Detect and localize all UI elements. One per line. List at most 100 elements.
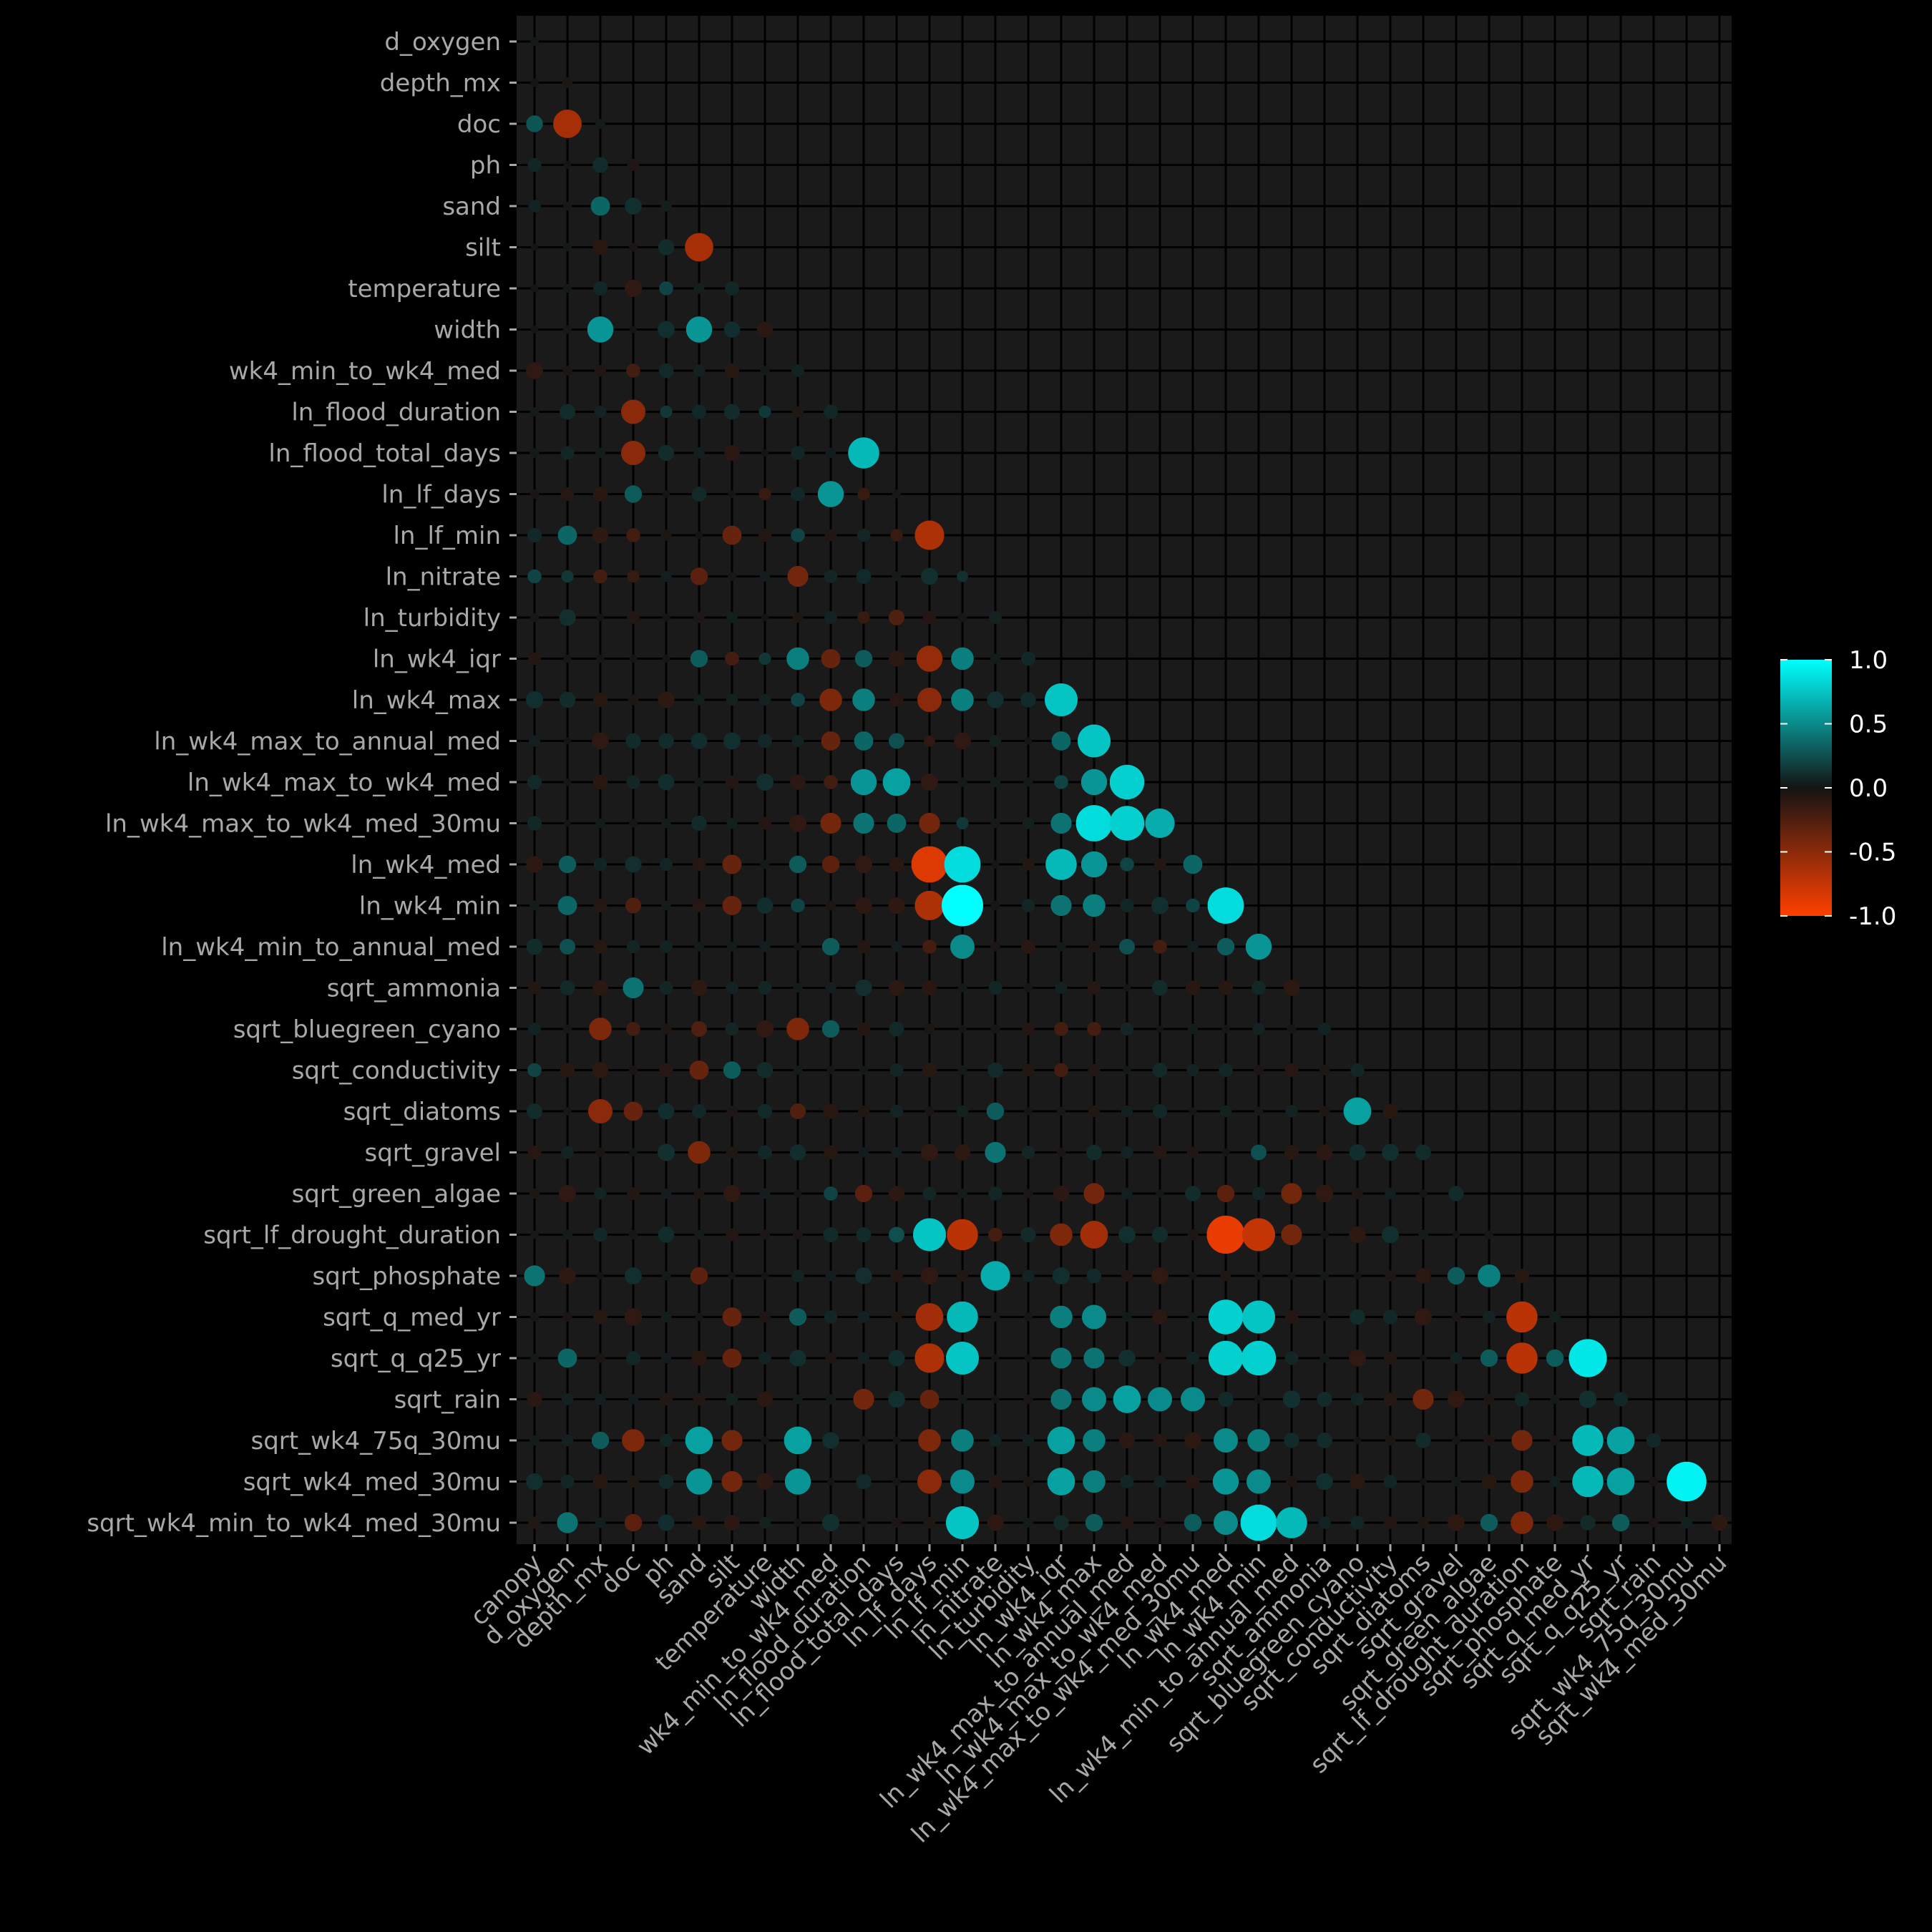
- correlation-bubble-faint: [563, 202, 572, 210]
- correlation-bubble-faint: [559, 1185, 576, 1202]
- correlation-bubble-faint: [891, 1312, 902, 1322]
- correlation-bubble-faint: [1252, 980, 1266, 995]
- y-tick-label: sqrt_ammonia: [327, 975, 501, 1003]
- correlation-bubble-faint: [1515, 1392, 1530, 1407]
- correlation-bubble: [1511, 1470, 1533, 1493]
- correlation-bubble-faint: [592, 157, 608, 173]
- correlation-bubble-faint: [1284, 1063, 1299, 1078]
- correlation-bubble-faint: [1187, 941, 1199, 952]
- correlation-bubble-faint: [659, 1063, 673, 1078]
- correlation-bubble-faint: [1514, 1268, 1530, 1284]
- correlation-bubble: [527, 1063, 542, 1078]
- correlation-bubble: [1087, 1022, 1101, 1036]
- correlation-bubble-faint: [1483, 1394, 1495, 1405]
- correlation-bubble: [1506, 1342, 1538, 1374]
- correlation-bubble-faint: [595, 1393, 606, 1405]
- correlation-bubble: [625, 897, 641, 914]
- correlation-bubble: [1214, 1511, 1238, 1535]
- correlation-bubble: [789, 855, 807, 874]
- correlation-bubble-faint: [761, 449, 769, 457]
- correlation-bubble-faint: [1318, 1023, 1331, 1035]
- correlation-bubble: [624, 1513, 643, 1532]
- correlation-bubble-faint: [857, 528, 871, 542]
- correlation-bubble-faint: [756, 897, 774, 914]
- y-tick-label: depth_mx: [380, 69, 501, 98]
- correlation-bubble-faint: [758, 1145, 772, 1160]
- correlation-bubble-faint: [627, 611, 640, 624]
- correlation-bubble-faint: [956, 1105, 969, 1118]
- correlation-bubble: [1546, 1349, 1564, 1367]
- correlation-bubble-faint: [1483, 1310, 1496, 1324]
- correlation-bubble-faint: [1154, 1517, 1166, 1528]
- correlation-bubble: [524, 1265, 545, 1287]
- correlation-bubble-faint: [660, 1188, 672, 1199]
- correlation-bubble-faint: [525, 691, 544, 709]
- correlation-bubble-faint: [824, 1145, 838, 1160]
- correlation-bubble: [685, 1426, 713, 1455]
- correlation-bubble-faint: [562, 366, 572, 376]
- correlation-bubble: [621, 441, 645, 465]
- correlation-bubble: [624, 485, 643, 503]
- correlation-bubble-faint: [658, 774, 675, 791]
- correlation-bubble-faint: [1448, 1186, 1464, 1201]
- correlation-bubble: [621, 399, 645, 424]
- correlation-bubble-faint: [1382, 1226, 1399, 1244]
- correlation-bubble-faint: [1187, 1229, 1199, 1241]
- correlation-bubble-faint: [1118, 1432, 1136, 1449]
- correlation-bubble-faint: [1252, 1023, 1265, 1035]
- correlation-bubble-faint: [626, 775, 640, 789]
- correlation-bubble-faint: [1252, 1186, 1266, 1201]
- correlation-bubble-faint: [1023, 983, 1033, 992]
- correlation-bubble-faint: [1021, 651, 1035, 666]
- correlation-bubble-faint: [824, 570, 838, 583]
- correlation-bubble-faint: [628, 1394, 639, 1405]
- correlation-bubble-faint: [726, 693, 738, 706]
- correlation-bubble-faint: [694, 1229, 704, 1240]
- correlation-bubble-faint: [692, 899, 706, 912]
- correlation-bubble-faint: [560, 1475, 575, 1488]
- correlation-bubble: [854, 731, 874, 751]
- correlation-bubble-faint: [859, 1065, 869, 1075]
- correlation-bubble: [1242, 1218, 1275, 1252]
- y-tick-label: temperature: [348, 275, 501, 303]
- correlation-bubble: [1145, 808, 1175, 839]
- correlation-bubble-faint: [563, 819, 572, 827]
- legend-tick-label: 1.0: [1849, 646, 1888, 675]
- correlation-bubble-faint: [1681, 1517, 1692, 1528]
- correlation-bubble-faint: [527, 527, 542, 543]
- correlation-bubble: [1242, 1300, 1275, 1334]
- correlation-bubble-faint: [922, 1186, 937, 1201]
- correlation-bubble: [1050, 812, 1072, 834]
- correlation-bubble-faint: [858, 1147, 869, 1158]
- correlation-bubble-faint: [957, 1189, 967, 1199]
- correlation-bubble: [557, 525, 577, 545]
- correlation-bubble-faint: [954, 1144, 971, 1161]
- correlation-bubble: [553, 109, 582, 138]
- correlation-bubble: [848, 437, 879, 469]
- correlation-bubble-faint: [592, 980, 608, 996]
- correlation-bubble-faint: [990, 901, 1000, 910]
- correlation-bubble: [821, 731, 841, 751]
- correlation-bubble-faint: [625, 1267, 642, 1284]
- correlation-bubble-faint: [888, 1350, 905, 1367]
- correlation-bubble: [722, 1307, 742, 1327]
- correlation-bubble-faint: [756, 1020, 774, 1038]
- correlation-bubble-faint: [1088, 1105, 1101, 1118]
- correlation-bubble-faint: [1021, 940, 1035, 954]
- correlation-bubble-faint: [761, 1272, 769, 1280]
- legend-colorbar: [1780, 660, 1832, 916]
- correlation-bubble-faint: [1123, 1065, 1131, 1075]
- correlation-bubble-faint: [1448, 1514, 1465, 1531]
- correlation-bubble: [725, 651, 739, 666]
- correlation-bubble-faint: [726, 1146, 738, 1158]
- correlation-bubble-faint: [1353, 1272, 1362, 1280]
- correlation-bubble-faint: [889, 857, 904, 872]
- correlation-bubble-faint: [1484, 1230, 1494, 1239]
- y-tick-label: sqrt_bluegreen_cyano: [233, 1015, 501, 1044]
- correlation-bubble-faint: [1121, 1146, 1133, 1159]
- correlation-bubble: [1054, 775, 1068, 789]
- correlation-bubble-faint: [628, 1230, 638, 1239]
- y-tick-label: ph: [470, 152, 501, 180]
- correlation-bubble-faint: [1349, 1144, 1366, 1161]
- correlation-bubble-faint: [990, 942, 1000, 952]
